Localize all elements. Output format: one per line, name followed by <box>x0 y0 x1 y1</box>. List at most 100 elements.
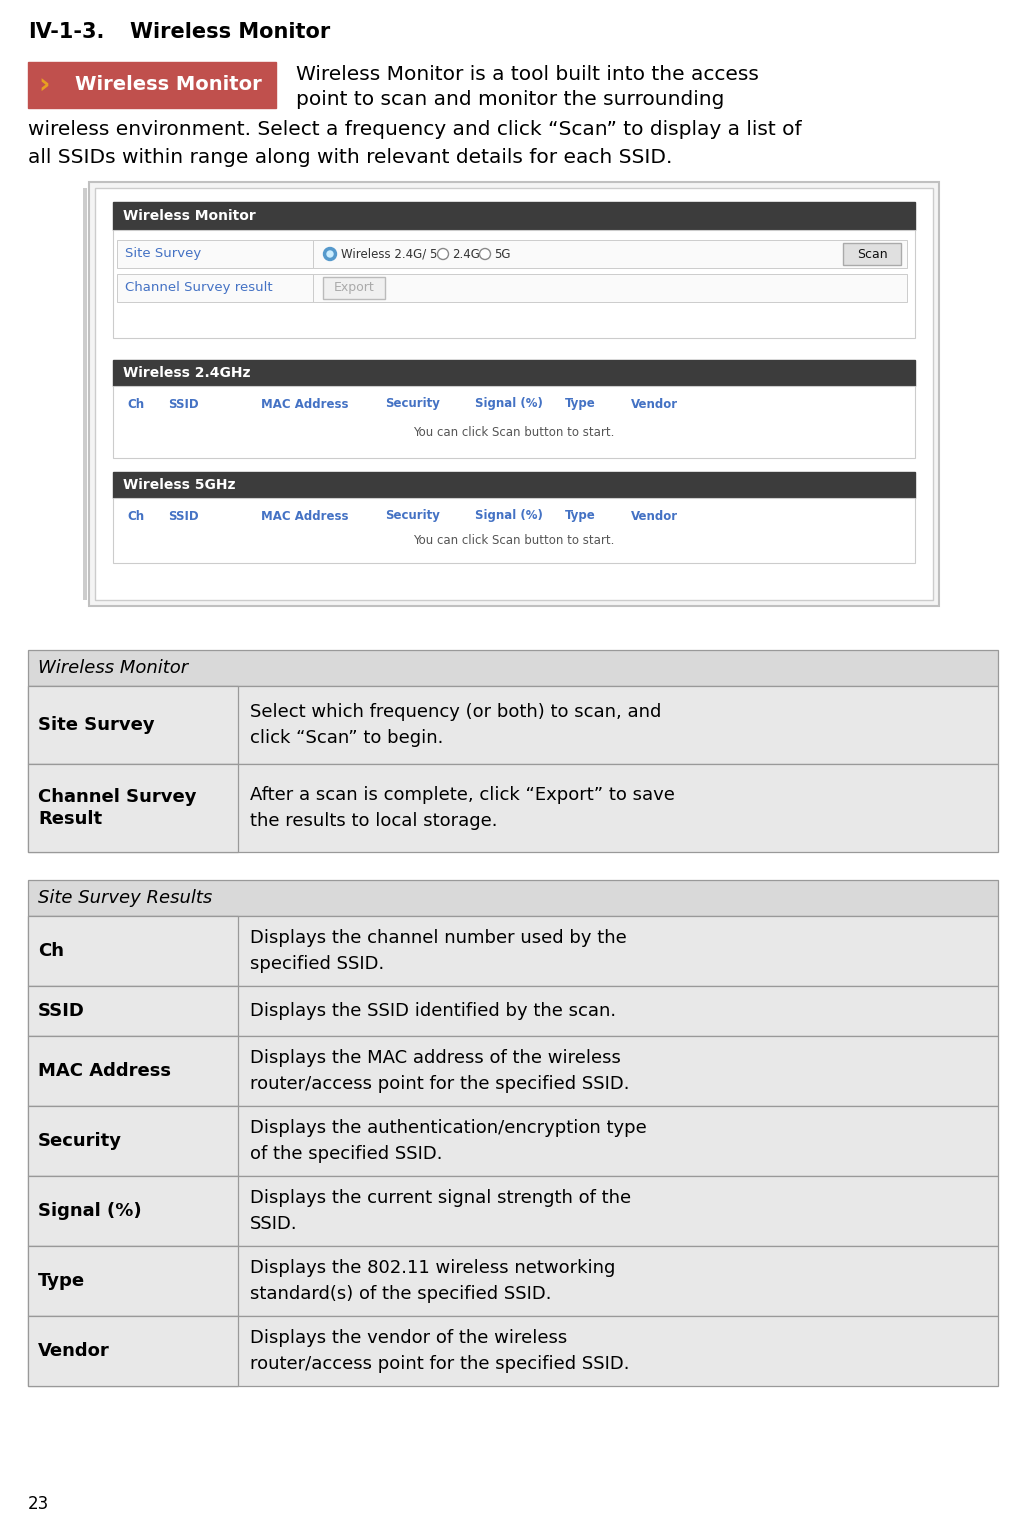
Text: Export: Export <box>334 282 374 294</box>
Text: Wireless Monitor: Wireless Monitor <box>75 76 261 94</box>
Bar <box>28 1036 998 1106</box>
Circle shape <box>324 248 336 260</box>
Text: SSID.: SSID. <box>250 1215 298 1233</box>
Text: MAC Address: MAC Address <box>261 510 348 522</box>
Bar <box>113 387 915 458</box>
Text: Wireless Monitor: Wireless Monitor <box>38 659 188 677</box>
Bar <box>28 1106 238 1177</box>
Text: Signal (%): Signal (%) <box>475 510 543 522</box>
Text: Signal (%): Signal (%) <box>475 397 543 411</box>
Text: 23: 23 <box>28 1495 49 1513</box>
Text: Site Survey: Site Survey <box>38 715 154 734</box>
Bar <box>113 361 915 387</box>
Bar <box>28 916 238 986</box>
Text: Select which frequency (or both) to scan, and: Select which frequency (or both) to scan… <box>250 703 661 721</box>
Text: Wireless 5GHz: Wireless 5GHz <box>123 478 235 492</box>
Text: 2.4G: 2.4G <box>452 248 480 260</box>
Text: After a scan is complete, click “Export” to save: After a scan is complete, click “Export”… <box>250 785 674 804</box>
Bar <box>28 686 998 764</box>
Text: Ch: Ch <box>38 942 64 960</box>
Text: specified SSID.: specified SSID. <box>250 954 384 973</box>
Circle shape <box>438 248 448 259</box>
Text: wireless environment. Select a frequency and click “Scan” to display a list of: wireless environment. Select a frequency… <box>28 120 802 139</box>
Bar <box>28 1317 998 1387</box>
Bar <box>117 240 313 268</box>
Text: SSID: SSID <box>168 397 198 411</box>
Text: Security: Security <box>38 1132 122 1151</box>
Text: ›: › <box>38 72 49 99</box>
Text: Vendor: Vendor <box>38 1342 110 1361</box>
Text: IV-1-3.: IV-1-3. <box>28 21 105 43</box>
Text: Scan: Scan <box>856 248 887 260</box>
Text: You can click Scan button to start.: You can click Scan button to start. <box>413 534 615 548</box>
Text: Channel Survey: Channel Survey <box>38 788 196 807</box>
Bar <box>28 986 998 1036</box>
Bar <box>28 686 238 764</box>
Text: router/access point for the specified SSID.: router/access point for the specified SS… <box>250 1355 629 1373</box>
Text: SSID: SSID <box>168 510 198 522</box>
Text: SSID: SSID <box>38 1001 85 1020</box>
Text: Wireless Monitor: Wireless Monitor <box>123 209 256 224</box>
Text: Ch: Ch <box>127 510 144 522</box>
Bar <box>113 230 915 338</box>
Bar <box>95 189 933 600</box>
Text: Displays the current signal strength of the: Displays the current signal strength of … <box>250 1189 631 1207</box>
Text: Type: Type <box>565 397 596 411</box>
Bar <box>113 498 915 563</box>
Bar <box>843 244 901 265</box>
Bar <box>113 472 915 498</box>
Bar <box>313 240 907 268</box>
Text: Ch: Ch <box>127 397 144 411</box>
Text: Wireless 2.4GHz: Wireless 2.4GHz <box>123 365 251 380</box>
Bar <box>28 1036 238 1106</box>
Text: Displays the vendor of the wireless: Displays the vendor of the wireless <box>250 1329 567 1347</box>
Circle shape <box>327 251 333 257</box>
Text: Wireless Monitor is a tool built into the access: Wireless Monitor is a tool built into th… <box>296 65 759 84</box>
Text: standard(s) of the specified SSID.: standard(s) of the specified SSID. <box>250 1285 551 1303</box>
Text: Security: Security <box>386 397 440 411</box>
Text: Type: Type <box>38 1272 85 1291</box>
Text: click “Scan” to begin.: click “Scan” to begin. <box>250 729 443 747</box>
Text: Security: Security <box>386 510 440 522</box>
Text: point to scan and monitor the surrounding: point to scan and monitor the surroundin… <box>296 90 725 110</box>
Text: the results to local storage.: the results to local storage. <box>250 813 498 829</box>
Text: Signal (%): Signal (%) <box>38 1202 142 1221</box>
Bar <box>28 1317 238 1387</box>
Text: 5G: 5G <box>494 248 511 260</box>
Bar <box>28 764 238 852</box>
Bar <box>28 916 998 986</box>
Bar <box>28 764 998 852</box>
Circle shape <box>479 248 490 259</box>
Text: Wireless 2.4G/ 5G: Wireless 2.4G/ 5G <box>341 248 446 260</box>
Bar <box>28 62 276 108</box>
Text: Site Survey Results: Site Survey Results <box>38 889 212 907</box>
Text: Displays the SSID identified by the scan.: Displays the SSID identified by the scan… <box>250 1001 616 1020</box>
Bar <box>28 1247 998 1317</box>
Bar <box>323 277 386 298</box>
Bar <box>28 880 998 916</box>
Text: Displays the channel number used by the: Displays the channel number used by the <box>250 928 627 947</box>
Bar <box>28 1106 998 1177</box>
Text: router/access point for the specified SSID.: router/access point for the specified SS… <box>250 1075 629 1093</box>
Text: MAC Address: MAC Address <box>38 1062 171 1081</box>
Bar <box>28 1177 998 1247</box>
Text: Vendor: Vendor <box>631 397 678 411</box>
Bar <box>89 183 939 606</box>
Text: Channel Survey result: Channel Survey result <box>125 282 272 294</box>
Text: Result: Result <box>38 810 102 828</box>
Bar <box>28 1177 238 1247</box>
Text: Wireless Monitor: Wireless Monitor <box>130 21 330 43</box>
Text: You can click Scan button to start.: You can click Scan button to start. <box>413 426 615 438</box>
Text: MAC Address: MAC Address <box>261 397 348 411</box>
Text: Displays the authentication/encryption type: Displays the authentication/encryption t… <box>250 1119 647 1137</box>
Text: of the specified SSID.: of the specified SSID. <box>250 1145 442 1163</box>
Bar <box>313 274 907 301</box>
Text: Site Survey: Site Survey <box>125 248 201 260</box>
Text: all SSIDs within range along with relevant details for each SSID.: all SSIDs within range along with releva… <box>28 148 672 167</box>
Bar <box>28 650 998 686</box>
Text: Displays the MAC address of the wireless: Displays the MAC address of the wireless <box>250 1049 621 1067</box>
Bar <box>83 189 87 600</box>
Bar <box>28 986 238 1036</box>
Bar <box>113 202 915 230</box>
Text: Vendor: Vendor <box>631 510 678 522</box>
